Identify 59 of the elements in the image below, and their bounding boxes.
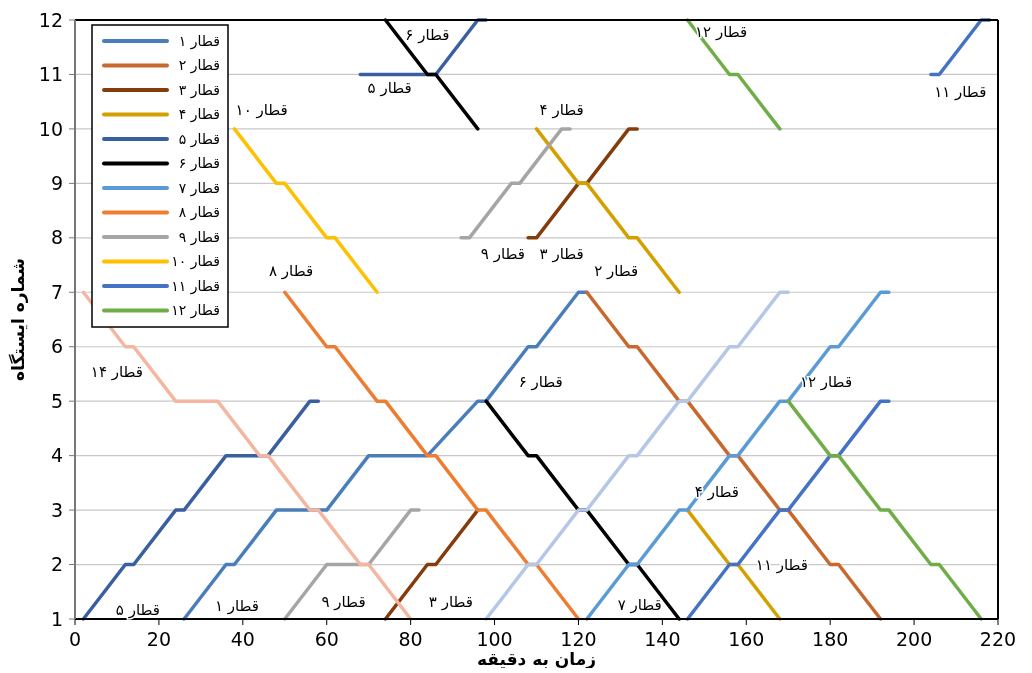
annotation: قطار ۴	[694, 483, 739, 502]
y-tick-label: 12	[38, 8, 63, 31]
legend-label: قطار ۱	[178, 32, 220, 50]
annotation: قطار ۶	[405, 26, 450, 45]
x-tick-label: 80	[398, 628, 423, 650]
annotation: قطار ۱۲	[695, 23, 748, 42]
x-tick-label: 160	[728, 628, 765, 650]
x-tick-label: 40	[230, 628, 255, 650]
y-tick-label: 1	[50, 607, 63, 630]
y-tick-label: 6	[50, 335, 63, 358]
annotation: قطار ۸	[269, 261, 314, 280]
annotation: قطار ۹	[321, 593, 366, 612]
annotation: قطار ۱۰	[235, 101, 288, 120]
x-tick-label: 180	[812, 628, 849, 650]
annotation: قطار ۵	[115, 600, 160, 619]
x-tick-label: 0	[68, 628, 82, 650]
x-tick-label: 120	[560, 628, 597, 650]
y-tick-label: 4	[50, 444, 63, 467]
y-tick-label: 8	[50, 226, 63, 249]
legend-label: قطار ۱۱	[171, 277, 220, 295]
x-tick-label: 220	[979, 628, 1017, 650]
y-tick-label: 7	[50, 280, 63, 303]
legend-label: قطار ۷	[178, 179, 220, 197]
annotation: قطار ۶	[518, 373, 563, 392]
legend-label: قطار ۸	[178, 204, 220, 222]
annotation: قطار ۵	[367, 79, 412, 98]
x-tick-label: 20	[146, 628, 171, 650]
legend-label: قطار ۴	[178, 106, 220, 124]
legend-label: قطار ۵	[178, 130, 220, 148]
legend-label: قطار ۳	[178, 81, 220, 99]
legend-label: قطار ۱۲	[171, 302, 220, 320]
annotation: قطار ۱۴	[90, 363, 144, 382]
annotation: قطار ۷	[617, 595, 662, 614]
line-series	[232, 127, 379, 295]
line-series	[283, 290, 581, 621]
legend-label: قطار ۶	[178, 155, 220, 173]
annotation: قطار ۲	[594, 261, 639, 280]
annotation: قطار ۹	[480, 245, 525, 264]
annotation: قطار ۱۲	[799, 373, 853, 392]
annotation: قطار ۴	[539, 101, 584, 120]
x-tick-label: 100	[476, 628, 513, 650]
annotation: قطار ۱۱	[934, 83, 987, 102]
y-tick-label: 3	[50, 498, 63, 521]
y-tick-label: 11	[38, 63, 63, 86]
legend-label: قطار ۲	[178, 57, 220, 75]
y-tick-label: 10	[38, 117, 63, 140]
annotation: قطار ۱	[214, 597, 260, 616]
x-tick-label: 60	[314, 628, 339, 650]
x-tick-label: 200	[895, 628, 933, 650]
annotation: قطار ۳	[539, 245, 584, 264]
annotation: قطار ۱۱	[755, 555, 809, 574]
annotation: قطار ۳	[428, 593, 473, 612]
x-tick-label: 140	[644, 628, 681, 650]
y-axis-title: شماره ایستگاه	[8, 258, 28, 381]
y-tick-label: 2	[50, 553, 63, 576]
y-tick-label: 9	[50, 172, 63, 195]
legend-label: قطار ۹	[178, 228, 220, 246]
y-tick-label: 5	[50, 389, 63, 412]
legend-label: قطار ۱۰	[171, 253, 220, 271]
